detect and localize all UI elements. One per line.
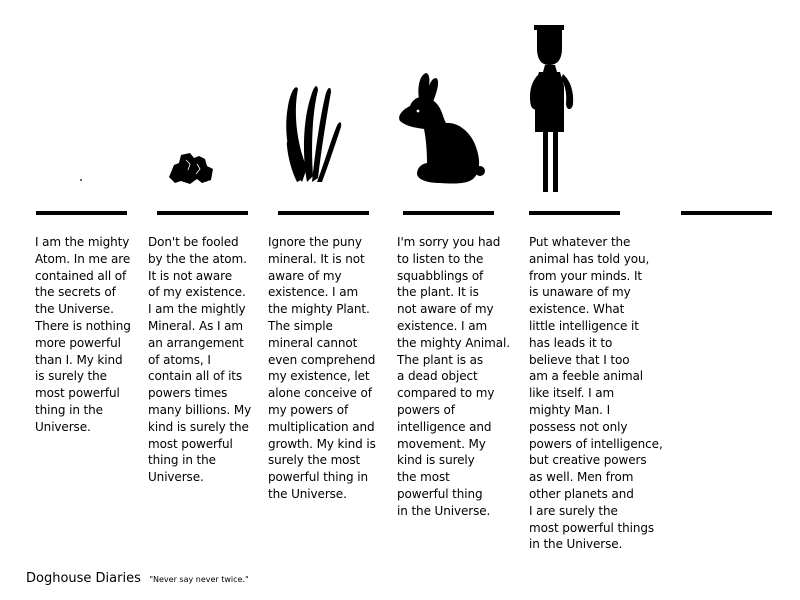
caption-line: like itself. I am — [529, 386, 615, 401]
footer-brand: Doghouse Diaries — [26, 571, 141, 586]
caption-line: Universe. — [35, 419, 91, 434]
caption-line: kind is surely the — [148, 419, 249, 434]
caption-line: not aware of my — [397, 302, 494, 317]
caption-line: believe that I too — [529, 352, 630, 367]
caption-mineral: Don't be fooled by the the atom. It is not… — [148, 234, 251, 486]
caption-line: possess not only — [529, 419, 628, 434]
pedestal-1 — [36, 211, 127, 215]
caption-line: as well. Men from — [529, 470, 634, 485]
caption-line: other planets and — [529, 486, 634, 501]
atom-dot-icon — [80, 179, 82, 181]
caption-line: in the Universe. — [529, 537, 623, 552]
caption-line: am a feeble animal — [529, 369, 644, 384]
caption-line: Don't be fooled — [148, 235, 239, 249]
caption-line: squabblings of — [397, 268, 484, 283]
caption-line: aware of my — [268, 268, 342, 283]
caption-line: most powerful — [35, 386, 120, 401]
caption-line: surely the most — [268, 453, 361, 468]
caption-line: compared to my — [397, 386, 495, 401]
caption-line: I are surely the — [529, 503, 618, 518]
mineral-rock-icon — [169, 153, 213, 184]
caption-line: mineral. It is not — [268, 251, 365, 266]
caption-line: kind is surely — [397, 453, 475, 468]
caption-line: the Universe. — [35, 302, 114, 317]
caption-line: existence. I am — [268, 285, 359, 300]
caption-line: Atom. In me are — [35, 251, 131, 266]
caption-line: existence. I am — [397, 318, 488, 333]
caption-line: in the Universe. — [397, 503, 491, 518]
caption-line: The simple — [268, 318, 333, 333]
caption-line: the secrets of — [35, 285, 116, 300]
plant-icon — [286, 86, 342, 182]
footer: Doghouse Diaries "Never say never twice.… — [26, 569, 249, 587]
pedestal-5 — [529, 211, 620, 215]
caption-line: growth. My kind is — [268, 436, 376, 451]
caption-line: a dead object — [397, 369, 478, 384]
caption-line: contain all of its — [148, 369, 243, 384]
caption-line: Ignore the puny — [268, 235, 362, 249]
caption-line: animal has told you, — [529, 251, 650, 266]
caption-line: is surely the — [35, 369, 107, 384]
caption-line: The plant is as — [397, 352, 484, 367]
pedestal-6-empty — [681, 211, 772, 215]
caption-line: powers of — [397, 402, 455, 417]
caption-line: even comprehend — [268, 352, 376, 367]
caption-line: little intelligence it — [529, 318, 639, 333]
caption-line: the mighty Animal. — [397, 335, 510, 350]
caption-line: mineral cannot — [268, 335, 358, 350]
footer-tagline: "Never say never twice." — [149, 575, 249, 584]
caption-line: from your minds. It — [529, 268, 643, 283]
caption-line: by the the atom. — [148, 251, 247, 266]
caption-line: powerful thing in — [268, 470, 368, 485]
caption-line: the mighty Plant. — [268, 302, 370, 317]
caption-line: thing in the — [148, 453, 216, 468]
caption-animal: I'm sorry you had to listen to the squabbl… — [397, 234, 510, 520]
caption-line: most powerful — [148, 436, 233, 451]
caption-line: my existence, let — [268, 369, 370, 384]
pedestal-2 — [157, 211, 248, 215]
pedestal-4 — [403, 211, 494, 215]
caption-line: mighty Man. I — [529, 402, 611, 417]
caption-atom: I am the mighty Atom. In me are contained … — [35, 234, 131, 436]
caption-line: the Universe. — [268, 486, 347, 501]
caption-line: I'm sorry you had — [397, 235, 501, 249]
caption-line: my powers of — [268, 402, 349, 417]
caption-line: an arrangement — [148, 335, 244, 350]
caption-line: Universe. — [148, 470, 204, 485]
caption-line: but creative powers — [529, 453, 647, 468]
caption-line: There is nothing — [35, 318, 131, 333]
caption-line: intelligence and — [397, 419, 492, 434]
stick-man-icon — [529, 25, 574, 192]
caption-line: movement. My — [397, 436, 486, 451]
caption-line: the most — [397, 470, 450, 485]
caption-line: of atoms, I — [148, 352, 211, 367]
caption-line: most powerful things — [529, 520, 654, 535]
caption-line: multiplication and — [268, 419, 375, 434]
caption-line: I am the mightly — [148, 302, 246, 317]
caption-line: of my existence. — [148, 285, 246, 300]
caption-line: contained all of — [35, 268, 127, 283]
pedestal-3 — [278, 211, 369, 215]
caption-line: powerful thing — [397, 486, 483, 501]
caption-line: many billions. My — [148, 402, 252, 417]
rabbit-icon — [399, 73, 485, 184]
caption-line: Put whatever the — [529, 235, 631, 249]
caption-line: existence. What — [529, 302, 625, 317]
caption-line: more powerful — [35, 335, 121, 350]
caption-line: powers times — [148, 386, 228, 401]
caption-line: than I. My kind — [35, 352, 123, 367]
caption-line: I am the mighty — [35, 235, 130, 249]
caption-line: alone conceive of — [268, 386, 372, 401]
caption-line: Mineral. As I am — [148, 318, 243, 333]
caption-line: the plant. It is — [397, 285, 479, 300]
caption-man: Put whatever the animal has told you, from… — [529, 234, 663, 553]
caption-line: powers of intelligence, — [529, 436, 663, 451]
caption-line: is unaware of my — [529, 285, 631, 300]
caption-plant: Ignore the puny mineral. It is not aware o… — [268, 234, 376, 503]
caption-line: thing in the — [35, 402, 103, 417]
caption-line: It is not aware — [148, 268, 233, 283]
caption-line: to listen to the — [397, 251, 484, 266]
caption-line: has leads it to — [529, 335, 613, 350]
